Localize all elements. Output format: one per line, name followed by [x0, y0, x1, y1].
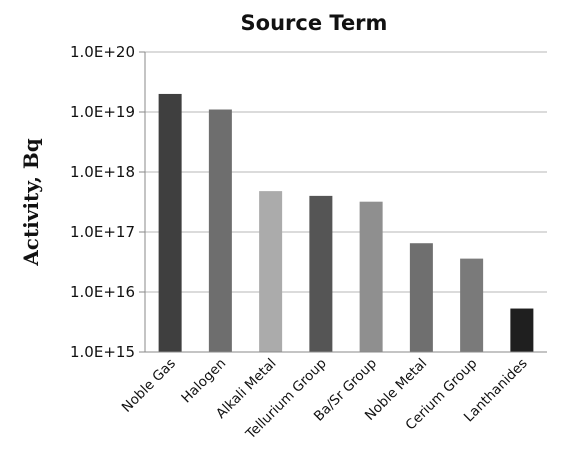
y-tick-label: 1.0E+19	[70, 103, 135, 121]
axes	[139, 51, 547, 353]
bar-alkali-metal	[259, 191, 283, 352]
y-tick-label: 1.0E+20	[70, 43, 135, 61]
y-tick-label: 1.0E+17	[70, 223, 135, 241]
bars	[158, 93, 534, 352]
y-tick-label: 1.0E+18	[70, 163, 135, 181]
bar-halogen	[208, 109, 232, 352]
bar-noble-metal	[409, 243, 433, 352]
gridlines	[145, 51, 547, 293]
y-tick-label: 1.0E+15	[70, 343, 135, 361]
bar-tellurium-group	[309, 195, 333, 352]
bar-lanthanides	[510, 308, 534, 352]
bar-noble-gas	[158, 93, 182, 352]
bar-ba-sr-group	[359, 201, 383, 352]
x-tick-label: Noble Gas	[119, 356, 179, 416]
y-axis-label: Activity, Bq	[19, 138, 43, 267]
x-tick-label: Halogen	[178, 356, 229, 407]
chart-title: Source Term	[241, 11, 388, 35]
y-tick-label: 1.0E+16	[70, 283, 135, 301]
y-tick-labels: 1.0E+15 1.0E+16 1.0E+17 1.0E+18 1.0E+19 1.0E+…	[70, 43, 135, 361]
bar-cerium-group	[460, 258, 484, 352]
